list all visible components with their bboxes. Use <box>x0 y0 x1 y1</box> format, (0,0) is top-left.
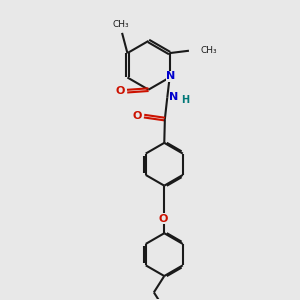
Text: H: H <box>182 95 190 105</box>
Text: N: N <box>166 71 176 81</box>
Text: N: N <box>169 92 178 102</box>
Text: O: O <box>159 214 168 224</box>
Text: CH₃: CH₃ <box>112 20 129 29</box>
Text: CH₃: CH₃ <box>200 46 217 55</box>
Text: O: O <box>133 110 142 121</box>
Text: O: O <box>116 86 125 96</box>
